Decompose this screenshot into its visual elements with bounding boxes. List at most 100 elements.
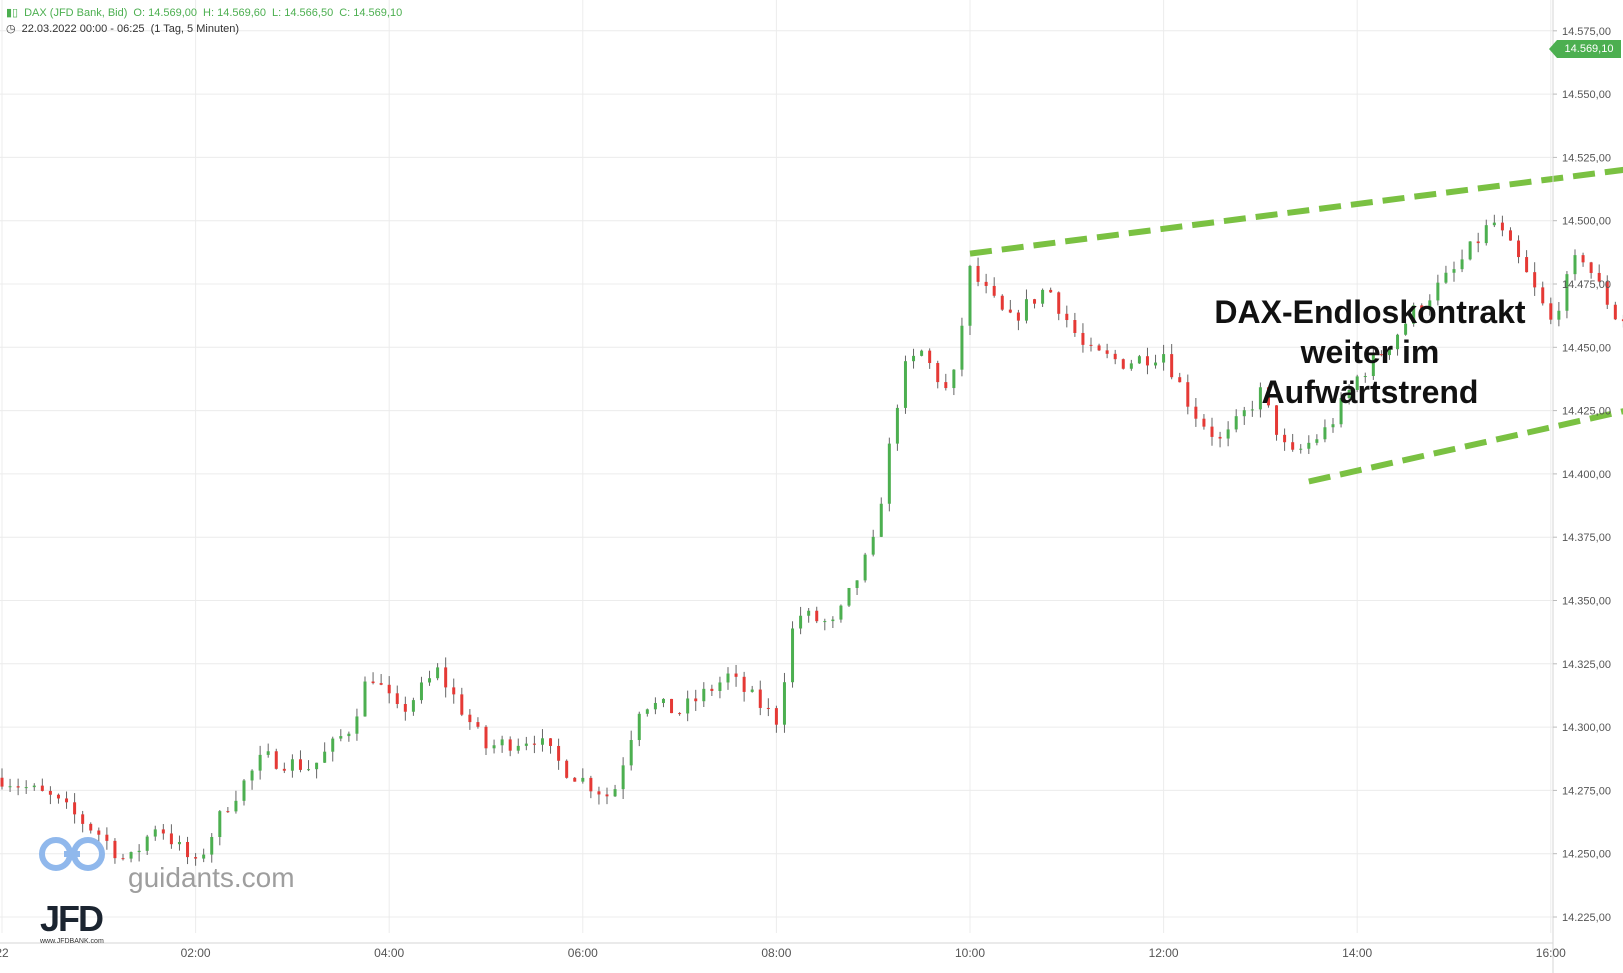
candle-body	[920, 350, 924, 356]
candle-body	[1178, 377, 1182, 383]
candle-body	[371, 681, 375, 684]
candle-body	[177, 841, 181, 845]
candle	[1517, 235, 1521, 264]
candle	[1533, 262, 1537, 296]
candle-body	[750, 689, 754, 692]
candle	[1420, 303, 1424, 315]
time-tick-label: 06:00	[568, 946, 598, 960]
candle	[290, 754, 294, 778]
candle-body	[1218, 436, 1222, 439]
candle-body	[1404, 323, 1408, 335]
candle	[1605, 275, 1609, 310]
candle	[411, 697, 415, 716]
candle	[1162, 344, 1166, 371]
candle	[363, 676, 367, 717]
candle-body	[1113, 353, 1117, 360]
bars-icon: ▮▯	[6, 7, 19, 19]
candle-body	[524, 743, 528, 746]
candle-body	[855, 580, 859, 588]
candle	[1097, 343, 1101, 352]
candle-body	[992, 285, 996, 296]
candle-body	[1468, 241, 1472, 260]
candle	[1041, 288, 1045, 307]
candle	[258, 745, 262, 780]
candle	[589, 775, 593, 799]
candle-body	[1186, 382, 1190, 407]
candle	[331, 736, 335, 762]
candle	[105, 827, 109, 850]
candle-body	[1226, 429, 1230, 439]
candle	[1242, 406, 1246, 425]
candle	[403, 696, 407, 721]
candle	[1299, 444, 1303, 454]
candle	[1016, 309, 1020, 331]
candle	[952, 369, 956, 396]
candle-body	[137, 850, 141, 853]
candle	[670, 698, 674, 714]
candle-body	[1339, 398, 1343, 425]
candle	[484, 725, 488, 756]
candle-body	[1162, 354, 1166, 363]
candle	[298, 750, 302, 773]
candle	[508, 736, 512, 757]
price-tick-label: 14.425,00	[1562, 406, 1611, 418]
price-tick-label: 14.575,00	[1562, 26, 1611, 38]
candle-body	[1613, 304, 1617, 320]
candle-body	[492, 745, 496, 749]
brand-watermark: guidants.com	[128, 862, 295, 893]
candle-body	[1105, 350, 1109, 354]
candle-body	[984, 281, 988, 286]
candle	[629, 730, 633, 771]
candle-body	[1476, 241, 1480, 244]
candle-body	[1565, 274, 1569, 311]
candle-body	[565, 760, 569, 778]
candle	[1613, 301, 1617, 321]
candle-body	[363, 681, 367, 717]
candle-body	[928, 350, 932, 364]
jfd-logo-url: www.JFDBANK.com	[40, 938, 104, 945]
candle	[1291, 433, 1295, 452]
candle	[1436, 274, 1440, 306]
candle	[1581, 252, 1585, 267]
candle-body	[1347, 389, 1351, 399]
candle	[1081, 323, 1085, 353]
candle	[1000, 294, 1004, 311]
candle	[766, 698, 770, 717]
candle-body	[742, 676, 746, 692]
candle-body	[823, 621, 827, 623]
candle-body	[516, 745, 520, 751]
candle	[1339, 392, 1343, 428]
candle	[1379, 350, 1383, 357]
candle-body	[879, 503, 883, 537]
candle-body	[1371, 354, 1375, 377]
candle-body	[1379, 354, 1383, 356]
candle	[1452, 261, 1456, 282]
candle-body	[637, 713, 641, 741]
candle-body	[218, 811, 222, 838]
candle-body	[1137, 356, 1141, 364]
candle	[355, 708, 359, 741]
candle	[153, 825, 157, 841]
grid	[0, 0, 1553, 933]
candle-body	[1194, 406, 1198, 419]
candle	[73, 793, 77, 824]
candle	[1113, 349, 1117, 365]
candle	[24, 780, 28, 794]
candle-body	[613, 789, 617, 797]
candle	[266, 743, 270, 758]
candle	[920, 349, 924, 357]
high-value: H: 14.569,60	[203, 7, 267, 19]
candle	[968, 264, 972, 336]
candle	[129, 851, 133, 863]
candle	[960, 317, 964, 377]
candle-body	[282, 768, 286, 771]
candle-body	[1089, 344, 1093, 346]
upper-trend-line	[969, 166, 1623, 257]
candle	[1266, 386, 1270, 408]
candle	[1541, 281, 1545, 306]
candle-body	[718, 682, 722, 691]
open-value: O: 14.569,00	[133, 7, 198, 19]
candle	[661, 698, 665, 708]
candle	[1460, 249, 1464, 273]
